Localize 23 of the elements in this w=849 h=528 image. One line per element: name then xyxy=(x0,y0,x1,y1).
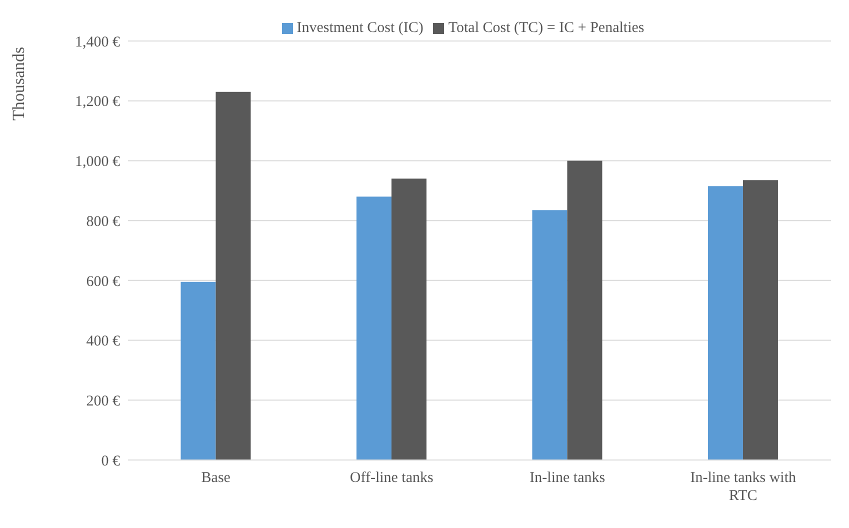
y-tick-label: 600 € xyxy=(86,274,120,290)
y-tick-label: 400 € xyxy=(86,334,120,350)
x-tick-label: In-line tanks with RTC xyxy=(690,470,797,504)
x-tick-label: Off-line tanks xyxy=(350,470,434,486)
y-tick-label: 0 € xyxy=(101,453,120,470)
legend-label: Investment Cost (IC) xyxy=(296,20,424,36)
bar xyxy=(391,178,426,460)
legend-label: Total Cost (TC) = IC + Penalties xyxy=(448,20,644,36)
bar xyxy=(180,282,216,460)
y-axis-title: Thousands xyxy=(9,46,28,120)
bar xyxy=(567,160,602,460)
x-tick-label: Base xyxy=(201,470,231,486)
y-tick-label: 200 € xyxy=(86,393,120,410)
y-tick-label: 1,400 € xyxy=(75,34,120,50)
bar xyxy=(216,92,251,460)
bar xyxy=(708,186,743,460)
x-tick-label: In-line tanks xyxy=(530,470,606,486)
y-tick-label: 800 € xyxy=(86,214,120,230)
bar xyxy=(742,180,778,460)
y-tick-label: 1,000 € xyxy=(75,154,120,170)
bar xyxy=(532,210,568,460)
y-tick-label: 1,200 € xyxy=(75,94,120,110)
bar xyxy=(356,196,392,460)
